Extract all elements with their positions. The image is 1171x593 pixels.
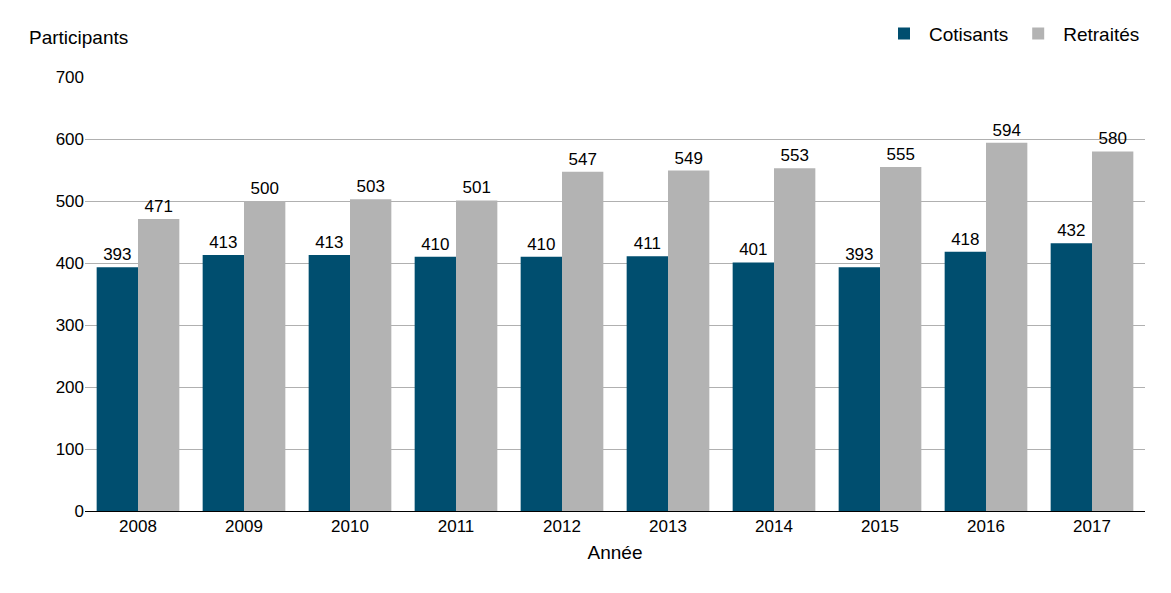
svg-text:300: 300 bbox=[56, 316, 84, 335]
svg-text:2012: 2012 bbox=[543, 517, 581, 536]
svg-text:400: 400 bbox=[56, 254, 84, 273]
svg-text:549: 549 bbox=[674, 149, 702, 168]
svg-text:500: 500 bbox=[56, 192, 84, 211]
svg-text:2015: 2015 bbox=[861, 517, 899, 536]
svg-text:410: 410 bbox=[421, 235, 449, 254]
svg-text:2010: 2010 bbox=[331, 517, 369, 536]
svg-text:200: 200 bbox=[56, 378, 84, 397]
svg-text:555: 555 bbox=[886, 145, 914, 164]
svg-text:501: 501 bbox=[462, 178, 490, 197]
svg-text:Année: Année bbox=[588, 542, 643, 563]
svg-text:2016: 2016 bbox=[967, 517, 1005, 536]
svg-text:580: 580 bbox=[1098, 129, 1126, 148]
svg-text:413: 413 bbox=[209, 233, 237, 252]
svg-text:100: 100 bbox=[56, 440, 84, 459]
svg-text:700: 700 bbox=[56, 68, 84, 87]
svg-text:547: 547 bbox=[568, 150, 596, 169]
svg-text:0: 0 bbox=[75, 502, 84, 521]
svg-text:503: 503 bbox=[356, 177, 384, 196]
svg-text:410: 410 bbox=[527, 235, 555, 254]
svg-text:594: 594 bbox=[992, 121, 1020, 140]
svg-text:471: 471 bbox=[144, 197, 172, 216]
svg-text:553: 553 bbox=[780, 146, 808, 165]
svg-text:2014: 2014 bbox=[755, 517, 793, 536]
svg-text:2013: 2013 bbox=[649, 517, 687, 536]
svg-text:500: 500 bbox=[250, 179, 278, 198]
svg-text:432: 432 bbox=[1057, 221, 1085, 240]
svg-text:2009: 2009 bbox=[225, 517, 263, 536]
svg-text:Participants: Participants bbox=[29, 27, 128, 48]
svg-text:413: 413 bbox=[315, 233, 343, 252]
svg-text:2011: 2011 bbox=[438, 517, 475, 536]
svg-text:Retraités: Retraités bbox=[1063, 24, 1139, 45]
svg-text:411: 411 bbox=[634, 234, 661, 253]
svg-text:Cotisants: Cotisants bbox=[929, 24, 1008, 45]
svg-text:401: 401 bbox=[739, 240, 767, 259]
svg-text:418: 418 bbox=[951, 230, 979, 249]
svg-text:393: 393 bbox=[103, 245, 131, 264]
svg-text:2008: 2008 bbox=[119, 517, 157, 536]
svg-text:393: 393 bbox=[845, 245, 873, 264]
svg-text:2017: 2017 bbox=[1073, 517, 1111, 536]
svg-text:600: 600 bbox=[56, 130, 84, 149]
